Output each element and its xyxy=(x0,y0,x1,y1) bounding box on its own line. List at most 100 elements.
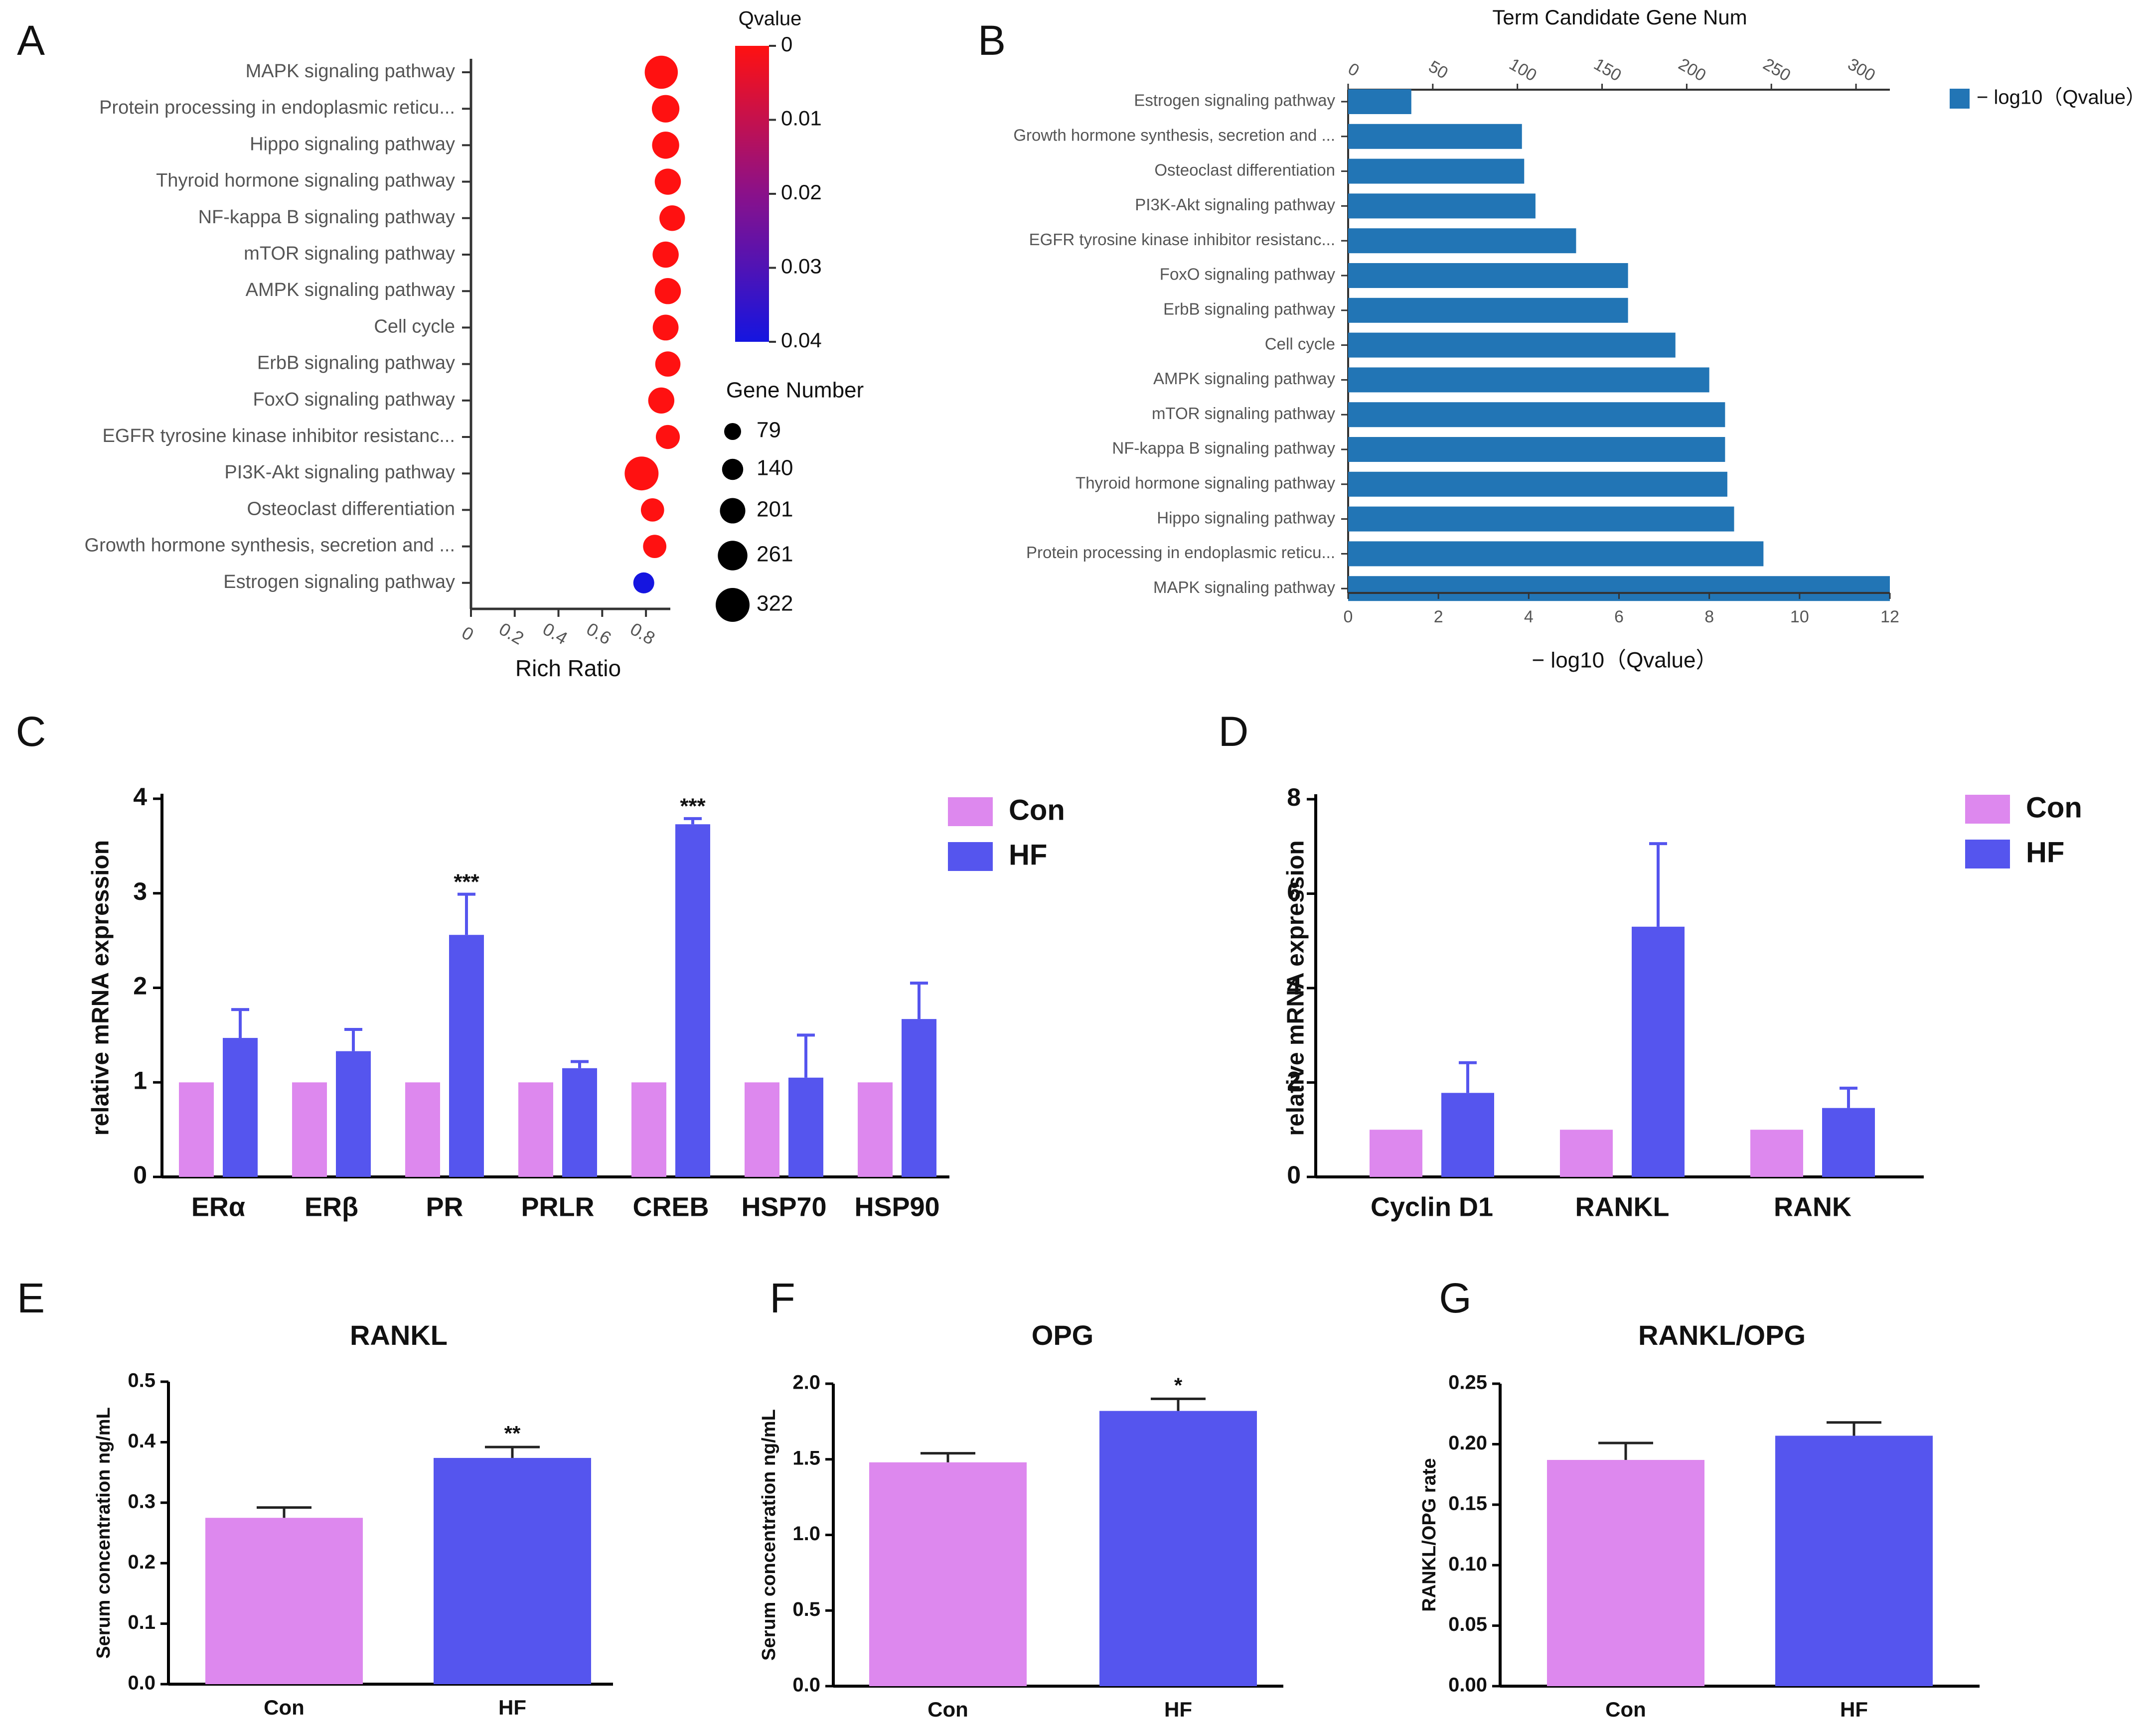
panel-b-top-tick-label: 0 xyxy=(1345,59,1362,80)
panel-c-bar-con xyxy=(518,1082,553,1177)
panel-c-bar-con xyxy=(858,1082,893,1177)
panel-g-y-tick-label: 0.10 xyxy=(1448,1553,1487,1575)
panel-c-x-tick-label: CREB xyxy=(632,1192,709,1222)
panel-letter-c: C xyxy=(16,708,46,755)
panel-f-bar-chart: OPG 0.0 0.5 1.0 1.5 2.0 Serum concentration ng… xyxy=(759,1319,1283,1721)
panel-e-title: RANKL xyxy=(350,1319,448,1351)
panel-a-size-legend-label: 261 xyxy=(757,542,793,567)
panel-a-y-tick-label: AMPK signaling pathway xyxy=(246,280,455,300)
panel-a-dot xyxy=(652,132,679,159)
panel-a-size-legend-dot xyxy=(720,498,746,524)
panel-a-colorbar-tick-label: 0.01 xyxy=(781,107,822,130)
panel-d-bar-con xyxy=(1750,1130,1803,1177)
panel-c-bar-hf xyxy=(675,824,710,1177)
panel-b-bar xyxy=(1348,367,1709,393)
panel-d-x-tick-label: Cyclin D1 xyxy=(1371,1192,1493,1222)
panel-a-colorbar xyxy=(735,46,769,342)
panel-a-dot xyxy=(659,205,685,231)
panel-b-y-tick-label: EGFR tyrosine kinase inhibitor resistanc… xyxy=(1029,230,1335,249)
panel-letter-e: E xyxy=(17,1275,45,1321)
panel-e-y-tick-label: 0.3 xyxy=(128,1490,155,1512)
panel-a-y-tick-label: PI3K-Akt signaling pathway xyxy=(224,462,455,483)
panel-a-y-tick-label: EGFR tyrosine kinase inhibitor resistanc… xyxy=(103,426,456,446)
panel-a-dot xyxy=(648,387,675,414)
panel-a-x-tick-label: 0.8 xyxy=(627,618,659,649)
panel-d-legend-swatch-con xyxy=(1965,795,2010,824)
panel-c-legend-swatch-con xyxy=(948,797,993,826)
panel-a-size-legend-dot xyxy=(724,423,741,440)
panel-g-x-tick-label: HF xyxy=(1840,1698,1868,1721)
panel-f-y-tick-label: 1.0 xyxy=(792,1523,820,1545)
panel-a-y-tick-label: ErbB signaling pathway xyxy=(257,353,455,374)
panel-a-colorbar-tick-label: 0.03 xyxy=(781,255,822,278)
panel-d-bar-hf xyxy=(1441,1093,1494,1177)
panel-b-bar xyxy=(1348,158,1525,184)
panel-a-dot xyxy=(655,351,681,377)
panel-c-significance: *** xyxy=(680,794,706,818)
panel-b-bar xyxy=(1348,541,1764,567)
panel-c-bar-hf xyxy=(562,1068,597,1177)
panel-f-y-tick-label: 0.0 xyxy=(792,1674,820,1696)
panel-a-size-legend-dot xyxy=(722,458,744,480)
panel-b-bar xyxy=(1348,402,1725,428)
panel-f-y-tick-label: 2.0 xyxy=(792,1372,820,1394)
panel-b-bar xyxy=(1348,228,1576,254)
panel-d-y-tick-label: 6 xyxy=(1287,878,1301,906)
panel-e-bar-hf xyxy=(434,1457,591,1684)
panel-a-dot xyxy=(624,456,659,491)
panel-a-y-tick-label: NF-kappa B signaling pathway xyxy=(198,207,455,228)
panel-a-y-tick-label: MAPK signaling pathway xyxy=(246,61,455,82)
panel-d-bar-con xyxy=(1370,1130,1422,1177)
panel-e-y-tick-label: 0.1 xyxy=(128,1611,155,1633)
panel-b-y-tick-label: Cell cycle xyxy=(1265,334,1335,353)
panel-f-x-tick-label: HF xyxy=(1164,1698,1192,1721)
panel-c-x-tick-label: PR xyxy=(426,1192,463,1222)
panel-b-top-tick-label: 100 xyxy=(1506,55,1540,85)
panel-b-y-tick-label: PI3K-Akt signaling pathway xyxy=(1135,195,1335,214)
panel-c-bar-con xyxy=(631,1082,666,1177)
panel-e-x-tick-label: HF xyxy=(498,1696,526,1719)
panel-d-x-tick-label: RANKL xyxy=(1575,1192,1670,1222)
panel-g-y-tick-label: 0.00 xyxy=(1448,1674,1487,1696)
panel-a-size-legend-dot xyxy=(716,588,750,622)
panel-c-x-tick-label: HSP90 xyxy=(854,1192,939,1222)
panel-letter-g: G xyxy=(1439,1275,1471,1321)
panel-a-size-legend-label: 322 xyxy=(757,591,793,616)
panel-e-x-tick-label: Con xyxy=(264,1696,305,1719)
panel-c-legend-label-hf: HF xyxy=(1009,839,1047,871)
panel-a-y-tick-label: Thyroid hormone signaling pathway xyxy=(156,170,455,191)
panel-c-legend-label-con: Con xyxy=(1009,794,1065,826)
panel-c-x-tick-label: PRLR xyxy=(521,1192,595,1222)
panel-g-y-tick-label: 0.05 xyxy=(1448,1613,1487,1635)
panel-a-dot xyxy=(654,168,681,195)
panel-b-top-tick-label: 150 xyxy=(1590,55,1624,85)
panel-a-y-tick-label: Osteoclast differentiation xyxy=(247,498,455,519)
panel-a-x-tick-label: 0 xyxy=(459,622,477,645)
panel-c-y-tick-label: 4 xyxy=(133,783,147,811)
panel-b-y-tick-label: Hippo signaling pathway xyxy=(1157,508,1335,527)
panel-g-bar-chart: RANKL/OPG 0.00 0.05 0.10 0.15 0.20 0.25 RANKL/O… xyxy=(1419,1319,1980,1721)
panel-a-y-tick-label: Protein processing in endoplasmic reticu… xyxy=(99,97,455,118)
panel-b-y-tick-label: FoxO signaling pathway xyxy=(1160,265,1336,284)
panel-b-y-tick-label: MAPK signaling pathway xyxy=(1153,578,1336,596)
panel-b-bar xyxy=(1348,297,1628,323)
panel-f-bar-con xyxy=(869,1462,1027,1686)
panel-g-y-tick-label: 0.25 xyxy=(1448,1372,1487,1394)
panel-letter-d: D xyxy=(1219,708,1249,755)
panel-c-x-tick-label: HSP70 xyxy=(741,1192,826,1222)
panel-b-y-tick-label: Estrogen signaling pathway xyxy=(1134,91,1335,110)
panel-c-y-tick-label: 1 xyxy=(133,1066,147,1094)
panel-a-y-tick-label: Estrogen signaling pathway xyxy=(223,572,455,592)
panel-a-x-tick-label: 0.6 xyxy=(583,618,615,649)
panel-d-bar-hf xyxy=(1632,926,1685,1177)
panel-a-y-tick-label: Growth hormone synthesis, secretion and … xyxy=(85,535,455,556)
panel-b-title: Term Candidate Gene Num xyxy=(1492,5,1747,29)
panel-e-bar-chart: RANKL 0.0 0.1 0.2 0.3 0.4 0.5 Serum concentrati… xyxy=(93,1319,613,1719)
panel-a-size-legend-label: 79 xyxy=(757,418,781,442)
panel-c-x-tick-label: ERβ xyxy=(305,1192,358,1222)
panel-b-y-tick-label: Thyroid hormone signaling pathway xyxy=(1076,474,1335,492)
panel-d-bar-con xyxy=(1560,1130,1613,1177)
panel-c-bar-hf xyxy=(223,1038,258,1177)
panel-g-bar-hf xyxy=(1775,1436,1933,1686)
